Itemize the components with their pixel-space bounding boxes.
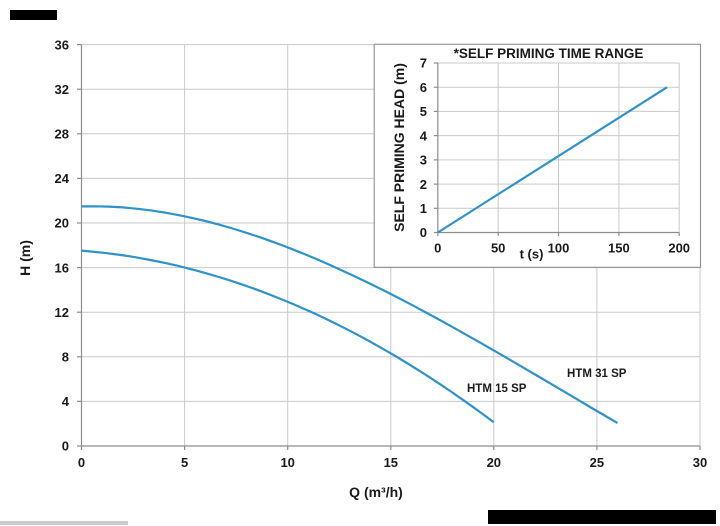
svg-text:0: 0 bbox=[78, 455, 85, 470]
svg-text:150: 150 bbox=[608, 241, 630, 256]
svg-text:200: 200 bbox=[668, 241, 690, 256]
svg-text:10: 10 bbox=[280, 455, 294, 470]
svg-text:2: 2 bbox=[420, 177, 427, 192]
svg-text:5: 5 bbox=[420, 104, 427, 119]
svg-text:4: 4 bbox=[420, 128, 428, 143]
svg-text:16: 16 bbox=[55, 260, 69, 275]
svg-text:28: 28 bbox=[55, 127, 69, 142]
svg-text:3: 3 bbox=[420, 153, 427, 168]
svg-text:36: 36 bbox=[55, 37, 69, 52]
svg-text:6: 6 bbox=[420, 80, 427, 95]
svg-text:Q (m³/h): Q (m³/h) bbox=[349, 484, 403, 500]
svg-text:100: 100 bbox=[548, 241, 570, 256]
svg-text:8: 8 bbox=[62, 350, 69, 365]
svg-text:20: 20 bbox=[55, 216, 69, 231]
svg-text:30: 30 bbox=[693, 455, 707, 470]
svg-text:0: 0 bbox=[420, 225, 427, 240]
svg-text:50: 50 bbox=[491, 241, 505, 256]
svg-text:0: 0 bbox=[434, 241, 441, 256]
svg-text:t (s): t (s) bbox=[520, 247, 544, 262]
svg-text:15: 15 bbox=[384, 455, 398, 470]
svg-text:HTM 31 SP: HTM 31 SP bbox=[567, 368, 627, 380]
svg-text:32: 32 bbox=[55, 82, 69, 97]
svg-text:20: 20 bbox=[487, 455, 501, 470]
svg-text:1: 1 bbox=[420, 201, 427, 216]
svg-text:12: 12 bbox=[55, 305, 69, 320]
svg-text:SELF PRIMING HEAD (m): SELF PRIMING HEAD (m) bbox=[391, 63, 407, 232]
svg-text:*SELF PRIMING TIME RANGE: *SELF PRIMING TIME RANGE bbox=[454, 46, 644, 61]
svg-text:7: 7 bbox=[420, 56, 427, 71]
svg-text:4: 4 bbox=[62, 394, 70, 409]
svg-text:25: 25 bbox=[590, 455, 604, 470]
svg-text:24: 24 bbox=[55, 171, 70, 186]
svg-text:5: 5 bbox=[181, 455, 188, 470]
svg-text:H (m): H (m) bbox=[17, 240, 33, 276]
svg-text:0: 0 bbox=[62, 439, 69, 454]
svg-text:HTM 15 SP: HTM 15 SP bbox=[467, 383, 527, 395]
